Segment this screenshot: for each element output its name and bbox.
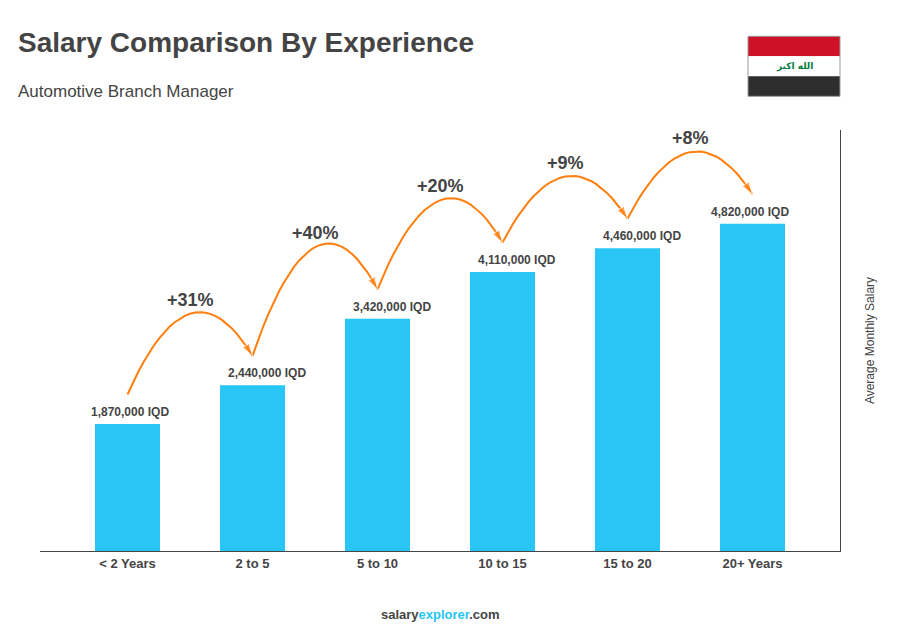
svg-text:< 2 Years: < 2 Years — [99, 556, 156, 571]
svg-text:Automotive Branch Manager: Automotive Branch Manager — [18, 82, 234, 101]
svg-text:3,420,000 IQD: 3,420,000 IQD — [353, 300, 431, 314]
svg-text:15 to 20: 15 to 20 — [603, 556, 651, 571]
svg-text:5 to 10: 5 to 10 — [357, 556, 398, 571]
svg-text:Salary Comparison By Experienc: Salary Comparison By Experience — [18, 27, 474, 58]
svg-text:20+ Years: 20+ Years — [722, 556, 782, 571]
svg-text:1,870,000 IQD: 1,870,000 IQD — [91, 405, 169, 419]
svg-text:4,110,000 IQD: 4,110,000 IQD — [478, 253, 556, 267]
svg-text:+20%: +20% — [417, 176, 464, 196]
svg-text:+8%: +8% — [672, 128, 709, 148]
svg-text:10 to 15: 10 to 15 — [478, 556, 526, 571]
svg-text:salaryexplorer.com: salaryexplorer.com — [381, 607, 500, 622]
svg-text:Average Monthly Salary: Average Monthly Salary — [863, 277, 877, 404]
svg-text:4,460,000 IQD: 4,460,000 IQD — [603, 229, 681, 243]
svg-text:+40%: +40% — [292, 223, 339, 243]
svg-text:2,440,000 IQD: 2,440,000 IQD — [228, 366, 306, 380]
svg-text:4,820,000 IQD: 4,820,000 IQD — [711, 205, 789, 219]
svg-text:الله اكبر: الله اكبر — [776, 61, 813, 72]
svg-text:+31%: +31% — [167, 290, 214, 310]
svg-text:+9%: +9% — [547, 153, 584, 173]
svg-text:2 to 5: 2 to 5 — [236, 556, 270, 571]
